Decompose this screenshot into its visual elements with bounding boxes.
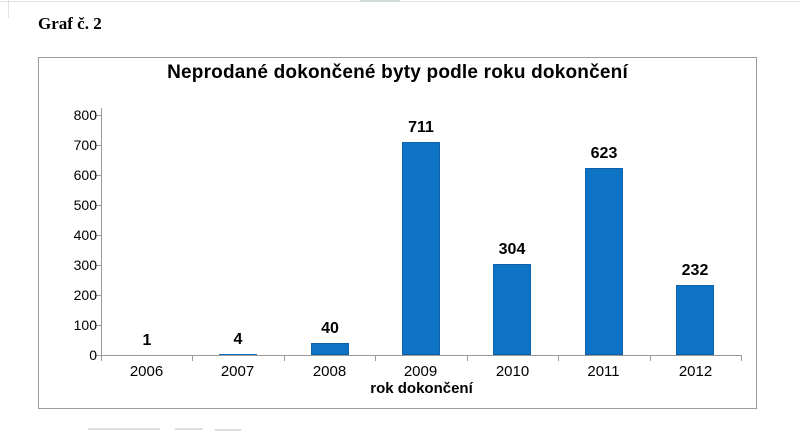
x-axis-tick-label: 2006 [129,363,164,380]
bar-2007 [219,354,257,355]
bar-2009 [402,142,440,355]
x-axis-tick [375,355,376,361]
y-axis-tick [95,115,101,116]
y-axis-tick [95,355,101,356]
x-axis-tick [101,355,102,361]
bottom-edge-artifact [175,428,203,430]
y-axis-tick-label: 300 [73,257,97,273]
bar-value-label: 711 [408,119,434,136]
y-axis-tick-label: 400 [73,227,97,243]
chart-title: Neprodané dokončené byty podle roku doko… [167,62,628,83]
bar-value-label: 623 [590,145,618,162]
top-edge-artifact-dash [360,0,400,2]
bar-value-label: 232 [681,262,709,279]
x-axis-tick [650,355,651,361]
x-axis-tick-label: 2012 [678,363,713,380]
y-axis-tick [95,235,101,236]
plot-area: 0 100 200 300 400 500 600 700 800 1 2006 4 2007 40 200… [39,58,756,408]
x-axis-tick-label: 2009 [403,363,438,380]
bottom-edge-artifact [88,428,160,430]
y-axis-tick [95,325,101,326]
x-axis-tick-label: 2010 [495,363,530,380]
x-axis-tick [284,355,285,361]
bar-2012 [676,285,714,355]
x-axis-title: rok dokončení [370,380,473,397]
chart: Neprodané dokončené byty podle roku doko… [38,57,757,409]
left-edge-artifact [8,0,9,18]
bar-value-label: 304 [498,241,526,258]
x-axis-tick [192,355,193,361]
y-axis-tick-label: 100 [73,317,97,333]
bar-2010 [493,264,531,355]
y-axis-tick-label: 600 [73,167,97,183]
bottom-edge-artifact [215,429,241,431]
y-axis-tick [95,205,101,206]
x-axis-tick-label: 2008 [312,363,347,380]
x-axis-line [101,355,742,356]
y-axis-tick [95,145,101,146]
bar-2011 [585,168,623,355]
x-axis-tick-label: 2011 [587,363,620,380]
y-axis-tick [95,265,101,266]
y-axis-tick [95,295,101,296]
x-axis-tick [741,355,742,361]
x-axis-tick-label: 2007 [220,363,255,380]
y-axis-tick-label: 700 [73,137,97,153]
y-axis-tick [95,175,101,176]
bar-value-label: 40 [321,320,339,337]
y-axis-tick-label: 0 [89,347,97,363]
top-edge-artifact [0,1,800,2]
x-axis-tick [467,355,468,361]
bar-2008 [311,343,349,355]
y-axis-tick-label: 500 [73,197,97,213]
bar-value-label: 4 [233,331,243,348]
bar-value-label: 1 [142,332,152,349]
figure-caption: Graf č. 2 [38,14,102,33]
x-axis-tick [558,355,559,361]
y-axis-tick-label: 200 [73,287,97,303]
y-axis-line [101,108,102,356]
y-axis-tick-label: 800 [73,107,97,123]
